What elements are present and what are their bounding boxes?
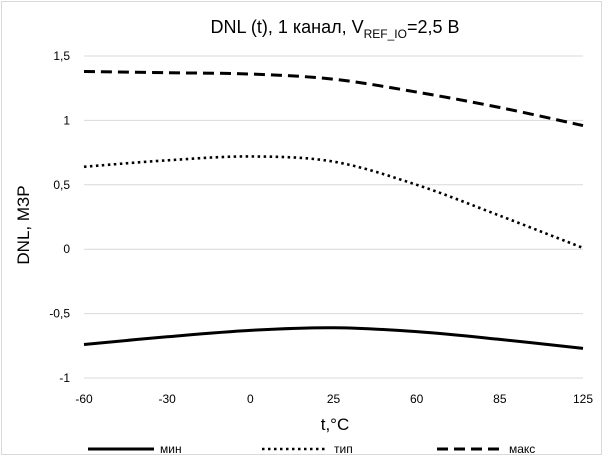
x-tick-label: 0 bbox=[247, 392, 254, 406]
legend-label: макс bbox=[509, 442, 535, 456]
y-axis-title: DNL, МЗР bbox=[14, 185, 33, 264]
x-tick-label: 85 bbox=[493, 392, 507, 406]
legend-label: тип bbox=[334, 442, 353, 456]
chart-title-suffix: =2,5 В bbox=[407, 17, 460, 37]
series-line-solid bbox=[83, 326, 584, 350]
x-axis-title: t,°C bbox=[321, 415, 350, 434]
series-line-dashed bbox=[83, 69, 584, 128]
x-tick-label: -60 bbox=[75, 392, 93, 406]
y-tick-label: 1 bbox=[63, 113, 70, 127]
y-tick-label: 0 bbox=[63, 242, 70, 256]
gridlines bbox=[84, 55, 583, 379]
y-tick-label: -0,5 bbox=[49, 307, 70, 321]
y-axis-ticks: 1,5 1 0,5 0 -0,5 -1 bbox=[49, 49, 70, 385]
series-line-dotted bbox=[83, 155, 584, 250]
chart-title-subscript: REF_IO bbox=[364, 27, 407, 41]
y-tick-label: -1 bbox=[59, 371, 70, 385]
chart-title: DNL (t), 1 канал, VREF_IO=2,5 В bbox=[211, 17, 460, 41]
legend-label: мин bbox=[160, 442, 182, 456]
chart-title-prefix: DNL (t), 1 канал, V bbox=[211, 17, 364, 37]
x-tick-label: -30 bbox=[158, 392, 176, 406]
y-tick-label: 0,5 bbox=[53, 178, 70, 192]
y-tick-label: 1,5 bbox=[53, 49, 70, 63]
series-lines bbox=[83, 69, 584, 350]
x-tick-label: 125 bbox=[573, 392, 593, 406]
x-tick-label: 25 bbox=[327, 392, 341, 406]
x-tick-label: 60 bbox=[410, 392, 424, 406]
legend: мин тип макс bbox=[88, 442, 535, 456]
x-axis-ticks: -60 -30 0 25 60 85 125 bbox=[75, 392, 593, 406]
